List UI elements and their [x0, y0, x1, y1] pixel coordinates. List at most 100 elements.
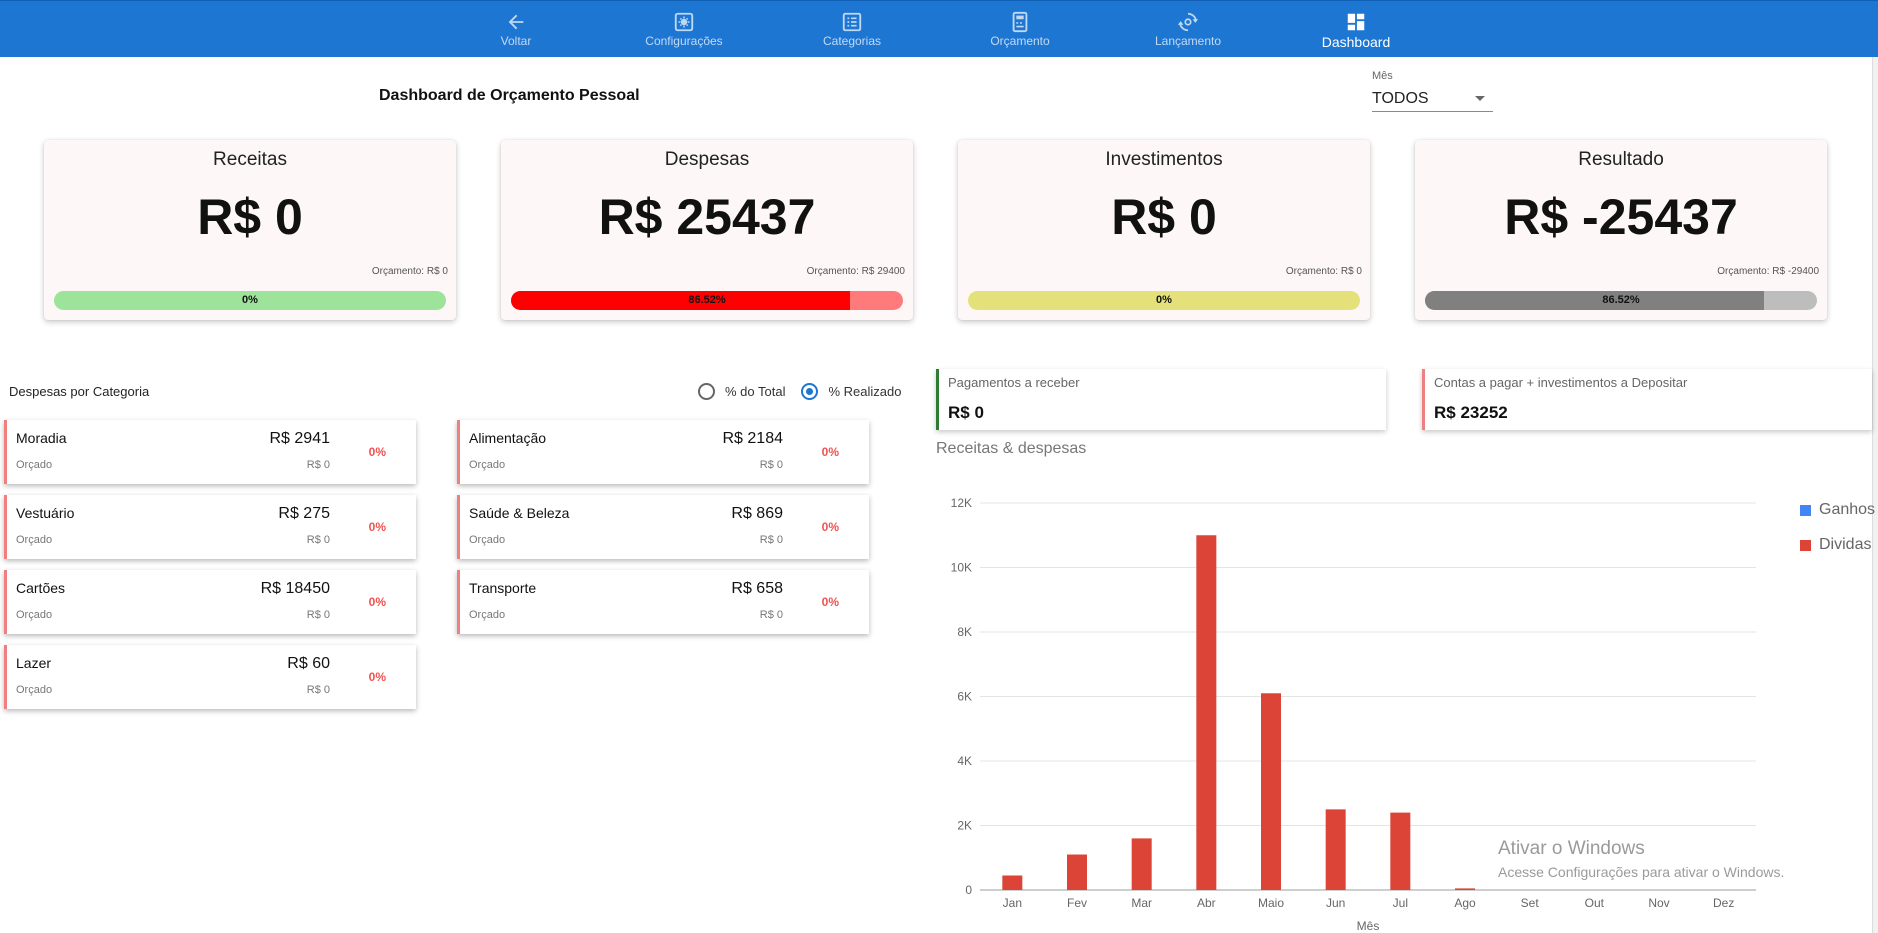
category-orcado-value: R$ 0	[306, 534, 330, 546]
category-name: Transporte	[469, 580, 537, 596]
receitas-despesas-bar-chart: 0 2K 4K 6K 8K 10K 12K Jan Fev Mar Abr Maio Jun Jul Ago…	[951, 496, 1756, 933]
page-scrollbar[interactable]	[1872, 57, 1878, 933]
category-card[interactable]: Saúde & Beleza Orçado R$ 869 R$ 0 0%	[457, 495, 869, 559]
summary-progress-label: 86.52%	[688, 294, 726, 306]
category-name: Moradia	[16, 430, 67, 446]
x-tick-label: Abr	[1197, 896, 1216, 910]
summary-progress-bar: 86.52%	[511, 291, 903, 310]
category-card[interactable]: Alimentação Orçado R$ 2184 R$ 0 0%	[457, 420, 869, 484]
category-card[interactable]: Cartões Orçado R$ 18450 R$ 0 0%	[4, 570, 416, 634]
info-card-value: R$ 23252	[1434, 403, 1508, 422]
top-navigation-bar: Voltar Configurações Categorias Orçament…	[0, 0, 1878, 57]
radio-label: % do Total	[725, 384, 786, 399]
month-select-value: TODOS	[1372, 89, 1429, 107]
nav-dashboard[interactable]: Dashboard	[1296, 11, 1416, 51]
legend-label: Dividas	[1819, 536, 1872, 553]
legend-item-dividas[interactable]: Dividas	[1800, 535, 1875, 555]
category-card[interactable]: Moradia Orçado R$ 2941 R$ 0 0%	[4, 420, 416, 484]
category-orcado-label: Orçado	[16, 684, 53, 696]
arrow-left-icon	[508, 14, 524, 30]
chart-bar	[1196, 535, 1217, 890]
chart-legend: Ganhos Dividas	[1800, 500, 1875, 570]
watermark-line-1: Ativar o Windows	[1498, 838, 1645, 859]
nav-categorias[interactable]: Categorias	[792, 11, 912, 51]
y-tick-label: 4K	[957, 754, 972, 768]
x-tick-label: Out	[1585, 896, 1605, 910]
category-card[interactable]: Transporte Orçado R$ 658 R$ 0 0%	[457, 570, 869, 634]
summary-progress-bar: 0%	[54, 291, 446, 310]
budget-icon	[1012, 11, 1028, 33]
legend-label: Ganhos	[1819, 501, 1876, 518]
category-percent: 0%	[821, 520, 839, 534]
watermark-line-2: Acesse Configurações para ativar o Windo…	[1498, 864, 1785, 880]
y-tick-label: 0	[965, 883, 972, 897]
nav-configuracoes[interactable]: Configurações	[624, 11, 744, 51]
month-select-field[interactable]: TODOS	[1372, 86, 1493, 112]
summary-progress-fill	[1425, 291, 1765, 310]
x-tick-label: Jul	[1393, 896, 1408, 910]
nav-orcamento[interactable]: Orçamento	[960, 11, 1080, 51]
category-amount: R$ 60	[287, 655, 330, 672]
category-amount: R$ 275	[278, 505, 330, 522]
windows-activation-watermark: Ativar o Windows Acesse Configurações pa…	[1498, 838, 1784, 880]
category-orcado-label: Orçado	[469, 534, 506, 546]
summary-card-value: R$ 25437	[598, 189, 816, 245]
info-card-contas-pagar: Contas a pagar + investimentos a Deposit…	[1422, 369, 1872, 430]
summary-progress-bar: 0%	[968, 291, 1360, 310]
summary-progress-label: 0%	[1156, 294, 1172, 306]
category-orcado-value: R$ 0	[759, 459, 783, 471]
chart-bar	[1325, 809, 1346, 890]
summary-card-value: R$ -25437	[1504, 189, 1738, 245]
y-tick-label: 6K	[957, 690, 972, 704]
category-name: Alimentação	[469, 430, 547, 446]
category-name: Lazer	[16, 655, 52, 671]
caret-down-icon	[1475, 96, 1485, 101]
summary-progress-label: 0%	[242, 294, 258, 306]
nav-lancamento[interactable]: Lançamento	[1128, 11, 1248, 51]
radio-percent-total[interactable]: % do Total	[698, 383, 785, 400]
summary-progress-bar: 86.52%	[1425, 291, 1817, 310]
category-name: Vestuário	[16, 505, 75, 521]
category-orcado-label: Orçado	[16, 534, 53, 546]
nav-voltar[interactable]: Voltar	[456, 11, 576, 51]
y-tick-label: 8K	[957, 625, 972, 639]
summary-card-receitas: Receitas R$ 0 Orçamento: R$ 0 0%	[44, 140, 456, 320]
summary-card-investimentos: Investimentos R$ 0 Orçamento: R$ 0 0%	[958, 140, 1370, 320]
category-orcado-value: R$ 0	[306, 609, 330, 621]
category-orcado-value: R$ 0	[306, 459, 330, 471]
info-card-label: Pagamentos a receber	[948, 375, 1080, 390]
summary-card-despesas: Despesas R$ 25437 Orçamento: R$ 29400 86…	[501, 140, 913, 320]
category-name: Saúde & Beleza	[469, 505, 570, 521]
x-tick-label: Jan	[1003, 896, 1022, 910]
x-tick-label: Fev	[1067, 896, 1087, 910]
chart-title: Receitas & despesas	[936, 440, 1087, 457]
category-card[interactable]: Vestuário Orçado R$ 275 R$ 0 0%	[4, 495, 416, 559]
legend-item-ganhos[interactable]: Ganhos	[1800, 500, 1875, 520]
summary-card-resultado: Resultado R$ -25437 Orçamento: R$ -29400…	[1415, 140, 1827, 320]
category-amount: R$ 2941	[269, 430, 331, 447]
chart-bar	[1261, 693, 1281, 890]
nav-label: Dashboard	[1321, 34, 1391, 50]
radio-percent-realizado[interactable]: % Realizado	[801, 383, 901, 400]
x-tick-label: Dez	[1713, 896, 1734, 910]
summary-card-title: Investimentos	[1105, 149, 1223, 170]
category-amount: R$ 2184	[722, 430, 784, 447]
chart-bar	[1002, 875, 1023, 890]
percent-mode-radio-group: % do Total % Realizado	[698, 383, 917, 400]
category-amount: R$ 658	[731, 580, 783, 597]
y-tick-label: 10K	[951, 561, 972, 575]
x-tick-label: Maio	[1258, 896, 1284, 910]
summary-card-title: Resultado	[1578, 149, 1664, 170]
chart-bar	[1455, 888, 1475, 890]
category-orcado-label: Orçado	[469, 459, 506, 471]
sync-icon	[1177, 12, 1199, 32]
category-card[interactable]: Lazer Orçado R$ 60 R$ 0 0%	[4, 645, 416, 709]
month-select[interactable]: Mês TODOS	[1372, 70, 1493, 112]
legend-swatch	[1800, 504, 1811, 516]
x-axis-title: Mês	[1357, 919, 1380, 933]
category-percent: 0%	[368, 520, 386, 534]
category-name: Cartões	[16, 580, 66, 596]
y-tick-label: 2K	[957, 819, 972, 833]
summary-card-budget: Orçamento: R$ -29400	[1717, 266, 1819, 277]
x-tick-label: Ago	[1454, 896, 1476, 910]
